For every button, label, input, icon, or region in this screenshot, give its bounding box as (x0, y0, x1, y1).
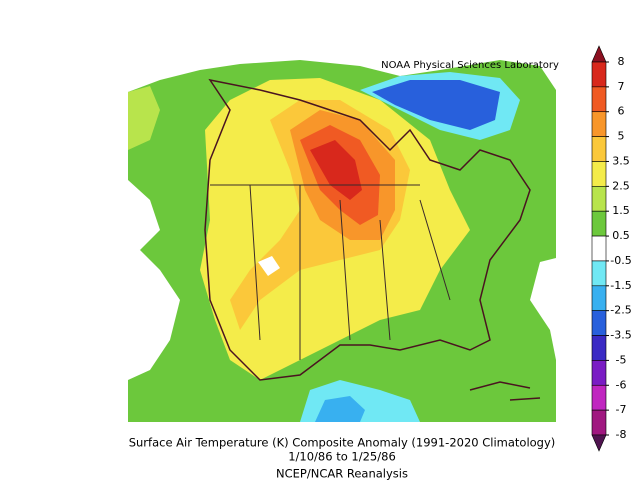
colorbar-label: 2.5 (612, 179, 630, 192)
credit: NOAA Physical Sciences Laboratory (381, 60, 559, 71)
coastline (204, 78, 531, 381)
colorbar-label: 6 (618, 105, 625, 118)
colorbar-segment (591, 384, 607, 411)
colorbar-segment (591, 260, 607, 287)
colorbar-label: 8 (618, 55, 625, 68)
colorbar-label: -7 (616, 403, 627, 416)
colorbar-segment (591, 186, 607, 212)
white-patch (128, 180, 160, 250)
caption-source: NCEP/NCAR Reanalysis (276, 467, 408, 481)
colorbar-segment (591, 61, 607, 88)
colorbar-label: 3.5 (612, 154, 630, 167)
colorbar-label: -3.5 (610, 329, 631, 342)
colorbar-label: -8 (616, 428, 627, 441)
colorbar-segment (591, 285, 607, 311)
colorbar-label: -5 (616, 353, 627, 366)
colorbar-segment (591, 409, 607, 436)
colorbar-triangle (591, 45, 607, 63)
colorbar-label: -0.5 (610, 254, 631, 267)
caption-dates: 1/10/86 to 1/25/86 (288, 450, 396, 464)
colorbar-label: -6 (616, 378, 627, 391)
white-patch (258, 256, 280, 276)
colorbar-label: -1.5 (610, 279, 631, 292)
colorbar-label: 0.5 (612, 229, 630, 242)
colorbar-segment (591, 161, 607, 187)
colorbar-triangle (591, 434, 607, 452)
colorbar-segment (591, 86, 607, 113)
colorbar-label: -2.5 (610, 304, 631, 317)
blue-region (372, 80, 500, 130)
colorbar-segment (591, 235, 607, 262)
colorbar-segment (591, 210, 607, 237)
colorbar-segment (591, 360, 607, 386)
borders (210, 184, 451, 360)
colorbar-segment (591, 335, 607, 361)
colorbar-label: 1.5 (612, 204, 630, 217)
map (128, 58, 556, 422)
colorbar-label: 7 (618, 80, 625, 93)
caption-title: Surface Air Temperature (K) Composite An… (129, 436, 556, 450)
colorbar-segment (591, 136, 607, 162)
coastline-islands (469, 381, 541, 401)
blue-region-south (315, 396, 365, 422)
colorbar-segment (591, 310, 607, 336)
colorbar-segment (591, 111, 607, 137)
colorbar-label: 5 (618, 130, 625, 143)
colorbar: 8 7 6 5 3.5 2.5 1.5 0.5 -0.5 -1.5 -2.5 -3.5 -5 -6 -7 -8 (591, 45, 632, 452)
light-green (128, 86, 160, 150)
